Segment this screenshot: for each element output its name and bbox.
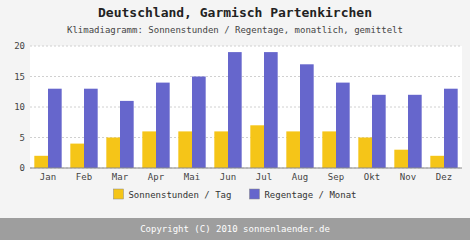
y-tick-label: 15 [14, 72, 25, 82]
y-tick-label: 10 [14, 102, 25, 112]
title: Deutschland, Garmisch Partenkirchen [98, 5, 372, 20]
bar [228, 52, 242, 168]
bar [250, 125, 264, 168]
grid-line [30, 168, 462, 169]
y-tick-label: 0 [20, 163, 25, 173]
bar [444, 89, 458, 168]
x-tick-label: Nov [400, 172, 416, 182]
bar [300, 64, 314, 168]
bar [192, 77, 206, 169]
bar [70, 144, 84, 168]
x-axis-line [30, 168, 462, 169]
bar [394, 150, 408, 168]
legend: Sonnenstunden / Tag Regentage / Monat [113, 189, 356, 200]
x-tick-label: Jan [40, 172, 56, 182]
bar [34, 156, 48, 168]
bar [84, 89, 98, 168]
grid-line [30, 76, 462, 77]
chart: Deutschland, Garmisch Partenkirchen Klima… [0, 0, 470, 240]
x-tick-label: Apr [148, 172, 165, 182]
subtitle: Klimadiagramm: Sonnenstunden / Regentage… [67, 25, 403, 35]
bar [358, 138, 372, 169]
bars [34, 52, 457, 168]
bar [430, 156, 444, 168]
bar [372, 95, 386, 168]
bar [120, 101, 134, 168]
y-tick-label: 5 [20, 133, 25, 143]
bar [106, 138, 120, 169]
legend-swatch [249, 189, 259, 199]
bar [264, 52, 278, 168]
bar [178, 131, 192, 168]
bar [336, 83, 350, 168]
footer-bar [0, 218, 470, 240]
bar [286, 131, 300, 168]
legend-swatch [113, 189, 123, 199]
annotation: Copyright (C) 2010 sonnenlaender.de [140, 224, 330, 234]
bar [408, 95, 422, 168]
bar [142, 131, 156, 168]
bar [48, 89, 62, 168]
x-tick-label: Dez [436, 172, 452, 182]
plot-area [30, 46, 462, 168]
bar [214, 131, 228, 168]
x-tick-label: Sep [328, 172, 344, 182]
legend-label: Regentage / Monat [264, 190, 356, 200]
y-tick-label: 20 [14, 41, 25, 51]
x-tick-label: Jul [256, 172, 272, 182]
bar [156, 83, 170, 168]
x-tick-label: Feb [76, 172, 92, 182]
x-tick-label: Aug [292, 172, 308, 182]
x-tick-label: Okt [364, 172, 380, 182]
grid-line [30, 46, 462, 47]
x-tick-label: Jun [220, 172, 236, 182]
x-tick-label: Mar [112, 172, 129, 182]
x-tick-label: Mai [184, 172, 200, 182]
legend-label: Sonnenstunden / Tag [128, 190, 231, 200]
bar [322, 131, 336, 168]
